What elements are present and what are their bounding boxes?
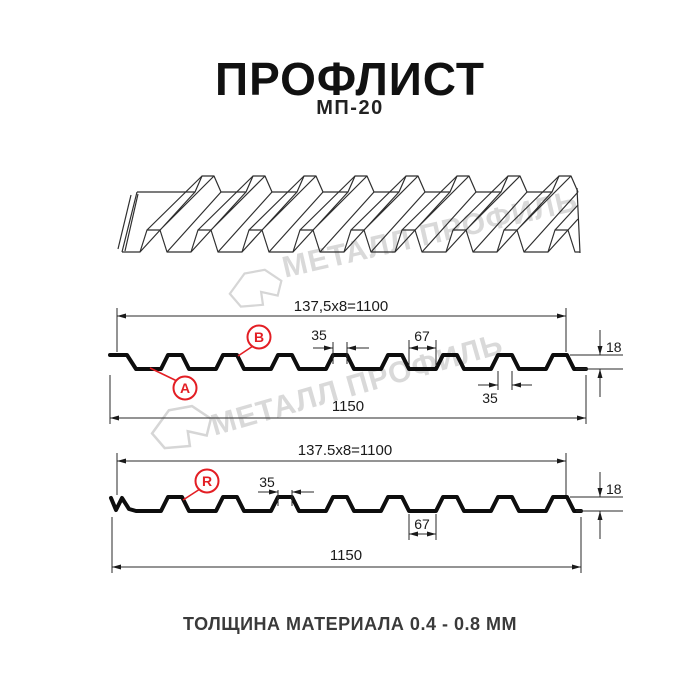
dim-rib-top-label: 35: [259, 474, 275, 490]
svg-text:A: A: [180, 380, 190, 396]
dim-overall-label: 1150: [332, 398, 364, 415]
dim-pitch-label: 137.5x8=1100: [298, 442, 392, 459]
cross-section-top: 137,5x8=1100 35 67 18 35 1150 A B: [108, 298, 623, 424]
dimension-arrows: [110, 313, 603, 421]
dim-rib-base-label: 35: [482, 390, 498, 406]
svg-text:R: R: [202, 473, 212, 489]
svg-text:B: B: [254, 329, 264, 345]
dimension-arrows: [112, 458, 603, 570]
side-label-r: R: [182, 468, 220, 501]
profile-outline: [108, 353, 588, 371]
page-title: ПРОФЛИСТ: [215, 53, 485, 105]
dim-valley-label: 67: [414, 328, 430, 344]
dimension-lines: [111, 453, 623, 573]
dim-rib-top-label: 35: [311, 327, 327, 343]
dim-overall-label: 1150: [330, 547, 362, 564]
watermark-logo-icon: [150, 268, 283, 450]
dim-height-label: 18: [606, 339, 622, 355]
dim-pitch-label: 137,5x8=1100: [294, 298, 388, 315]
cross-section-bottom: 137.5x8=1100 35 67 18 1150 R: [109, 442, 623, 573]
profile-outline: [109, 495, 583, 513]
side-label-a: A: [149, 367, 198, 401]
material-thickness-note: ТОЛЩИНА МАТЕРИАЛА 0.4 - 0.8 ММ: [183, 614, 517, 634]
side-label-b: B: [237, 324, 272, 357]
dim-height-label: 18: [606, 481, 622, 497]
perspective-sheet-view: [117, 175, 581, 254]
profile-model-subtitle: МП-20: [316, 97, 384, 119]
dim-valley-label: 67: [414, 516, 430, 532]
